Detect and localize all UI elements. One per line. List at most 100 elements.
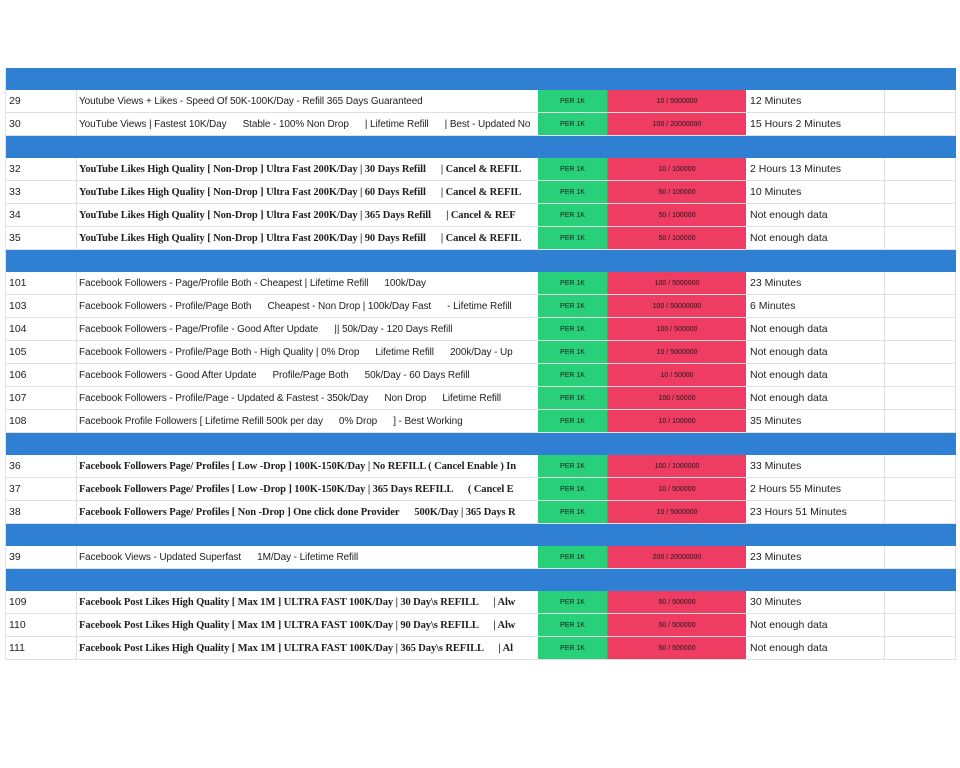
price-unit-cell[interactable]: PER 1K (538, 637, 608, 659)
service-name-cell[interactable]: YouTube Likes High Quality [ Non-Drop ] … (77, 158, 538, 180)
average-time-cell[interactable]: 23 Minutes (746, 272, 885, 294)
empty-cell[interactable] (885, 341, 956, 363)
average-time-cell[interactable]: Not enough data (746, 204, 885, 226)
min-max-quantity-cell[interactable]: 50 / 100000 (608, 227, 746, 249)
service-id-cell[interactable]: 38 (6, 501, 77, 523)
price-unit-cell[interactable]: PER 1K (538, 455, 608, 477)
service-name-cell[interactable]: YouTube Views | Fastest 10K/Day Stable -… (77, 113, 538, 135)
min-max-quantity-cell[interactable]: 100 / 20000000 (608, 113, 746, 135)
price-unit-cell[interactable]: PER 1K (538, 614, 608, 636)
min-max-quantity-cell[interactable]: 100 / 1000000 (608, 455, 746, 477)
price-unit-cell[interactable]: PER 1K (538, 364, 608, 386)
table-row[interactable]: 108 Facebook Profile Followers [ Lifetime… (6, 410, 956, 433)
price-unit-cell[interactable]: PER 1K (538, 272, 608, 294)
min-max-quantity-cell[interactable]: 100 / 50000000 (608, 295, 746, 317)
empty-cell[interactable] (885, 455, 956, 477)
average-time-cell[interactable]: 2 Hours 55 Minutes (746, 478, 885, 500)
price-unit-cell[interactable]: PER 1K (538, 90, 608, 112)
service-id-cell[interactable]: 104 (6, 318, 77, 340)
table-row[interactable]: 29 Youtube Views + Likes - Speed Of 50K-1… (6, 90, 956, 113)
average-time-cell[interactable]: 12 Minutes (746, 90, 885, 112)
average-time-cell[interactable]: 23 Hours 51 Minutes (746, 501, 885, 523)
empty-cell[interactable] (885, 272, 956, 294)
average-time-cell[interactable]: Not enough data (746, 364, 885, 386)
average-time-cell[interactable]: Not enough data (746, 614, 885, 636)
empty-cell[interactable] (885, 364, 956, 386)
average-time-cell[interactable]: 2 Hours 13 Minutes (746, 158, 885, 180)
service-name-cell[interactable]: Facebook Post Likes High Quality [ Max 1… (77, 614, 538, 636)
min-max-quantity-cell[interactable]: 100 / 500000 (608, 318, 746, 340)
price-unit-cell[interactable]: PER 1K (538, 501, 608, 523)
table-row[interactable]: 30 YouTube Views | Fastest 10K/Day Stable… (6, 113, 956, 136)
empty-cell[interactable] (885, 204, 956, 226)
service-name-cell[interactable]: Facebook Followers - Profile/Page - Upda… (77, 387, 538, 409)
service-name-cell[interactable]: Facebook Followers - Page/Profile - Good… (77, 318, 538, 340)
price-unit-cell[interactable]: PER 1K (538, 387, 608, 409)
price-unit-cell[interactable]: PER 1K (538, 181, 608, 203)
service-id-cell[interactable]: 39 (6, 546, 77, 568)
price-unit-cell[interactable]: PER 1K (538, 158, 608, 180)
price-unit-cell[interactable]: PER 1K (538, 341, 608, 363)
average-time-cell[interactable]: 6 Minutes (746, 295, 885, 317)
service-name-cell[interactable]: YouTube Likes High Quality [ Non-Drop ] … (77, 227, 538, 249)
service-id-cell[interactable]: 105 (6, 341, 77, 363)
min-max-quantity-cell[interactable]: 50 / 500000 (608, 591, 746, 613)
service-id-cell[interactable]: 110 (6, 614, 77, 636)
service-id-cell[interactable]: 108 (6, 410, 77, 432)
service-id-cell[interactable]: 29 (6, 90, 77, 112)
average-time-cell[interactable]: 15 Hours 2 Minutes (746, 113, 885, 135)
service-id-cell[interactable]: 103 (6, 295, 77, 317)
table-row[interactable]: 103 Facebook Followers - Profile/Page Bot… (6, 295, 956, 318)
table-row[interactable]: 104 Facebook Followers - Page/Profile - G… (6, 318, 956, 341)
table-row[interactable]: 38 Facebook Followers Page/ Profiles [ No… (6, 501, 956, 524)
average-time-cell[interactable]: Not enough data (746, 637, 885, 659)
price-unit-cell[interactable]: PER 1K (538, 410, 608, 432)
average-time-cell[interactable]: Not enough data (746, 227, 885, 249)
table-row[interactable]: 32 YouTube Likes High Quality [ Non-Drop … (6, 158, 956, 181)
service-id-cell[interactable]: 107 (6, 387, 77, 409)
price-unit-cell[interactable]: PER 1K (538, 591, 608, 613)
service-id-cell[interactable]: 111 (6, 637, 77, 659)
table-row[interactable]: 105 Facebook Followers - Profile/Page Bot… (6, 341, 956, 364)
table-row[interactable]: 37 Facebook Followers Page/ Profiles [ Lo… (6, 478, 956, 501)
empty-cell[interactable] (885, 181, 956, 203)
empty-cell[interactable] (885, 591, 956, 613)
service-id-cell[interactable]: 35 (6, 227, 77, 249)
min-max-quantity-cell[interactable]: 50 / 500000 (608, 637, 746, 659)
table-row[interactable]: 111 Facebook Post Likes High Quality [ Ma… (6, 637, 956, 660)
empty-cell[interactable] (885, 227, 956, 249)
service-name-cell[interactable]: Youtube Views + Likes - Speed Of 50K-100… (77, 90, 538, 112)
empty-cell[interactable] (885, 614, 956, 636)
min-max-quantity-cell[interactable]: 50 / 100000 (608, 204, 746, 226)
service-name-cell[interactable]: YouTube Likes High Quality [ Non-Drop ] … (77, 181, 538, 203)
service-id-cell[interactable]: 30 (6, 113, 77, 135)
average-time-cell[interactable]: Not enough data (746, 387, 885, 409)
service-name-cell[interactable]: Facebook Post Likes High Quality [ Max 1… (77, 591, 538, 613)
service-name-cell[interactable]: Facebook Views - Updated Superfast 1M/Da… (77, 546, 538, 568)
service-name-cell[interactable]: Facebook Followers Page/ Profiles [ Non … (77, 501, 538, 523)
min-max-quantity-cell[interactable]: 100 / 5000000 (608, 272, 746, 294)
table-row[interactable]: 34 YouTube Likes High Quality [ Non-Drop … (6, 204, 956, 227)
service-name-cell[interactable]: Facebook Followers Page/ Profiles [ Low … (77, 455, 538, 477)
price-unit-cell[interactable]: PER 1K (538, 113, 608, 135)
price-unit-cell[interactable]: PER 1K (538, 204, 608, 226)
min-max-quantity-cell[interactable]: 10 / 100000 (608, 158, 746, 180)
average-time-cell[interactable]: 35 Minutes (746, 410, 885, 432)
service-id-cell[interactable]: 36 (6, 455, 77, 477)
average-time-cell[interactable]: 23 Minutes (746, 546, 885, 568)
price-unit-cell[interactable]: PER 1K (538, 478, 608, 500)
average-time-cell[interactable]: 10 Minutes (746, 181, 885, 203)
service-name-cell[interactable]: YouTube Likes High Quality [ Non-Drop ] … (77, 204, 538, 226)
table-row[interactable]: 36 Facebook Followers Page/ Profiles [ Lo… (6, 455, 956, 478)
min-max-quantity-cell[interactable]: 100 / 50000 (608, 387, 746, 409)
price-unit-cell[interactable]: PER 1K (538, 546, 608, 568)
table-row[interactable]: 110 Facebook Post Likes High Quality [ Ma… (6, 614, 956, 637)
price-unit-cell[interactable]: PER 1K (538, 227, 608, 249)
service-id-cell[interactable]: 101 (6, 272, 77, 294)
min-max-quantity-cell[interactable]: 10 / 5000000 (608, 90, 746, 112)
price-unit-cell[interactable]: PER 1K (538, 318, 608, 340)
empty-cell[interactable] (885, 387, 956, 409)
table-row[interactable]: 101 Facebook Followers - Page/Profile Bot… (6, 272, 956, 295)
min-max-quantity-cell[interactable]: 10 / 5000000 (608, 501, 746, 523)
min-max-quantity-cell[interactable]: 10 / 50000 (608, 364, 746, 386)
